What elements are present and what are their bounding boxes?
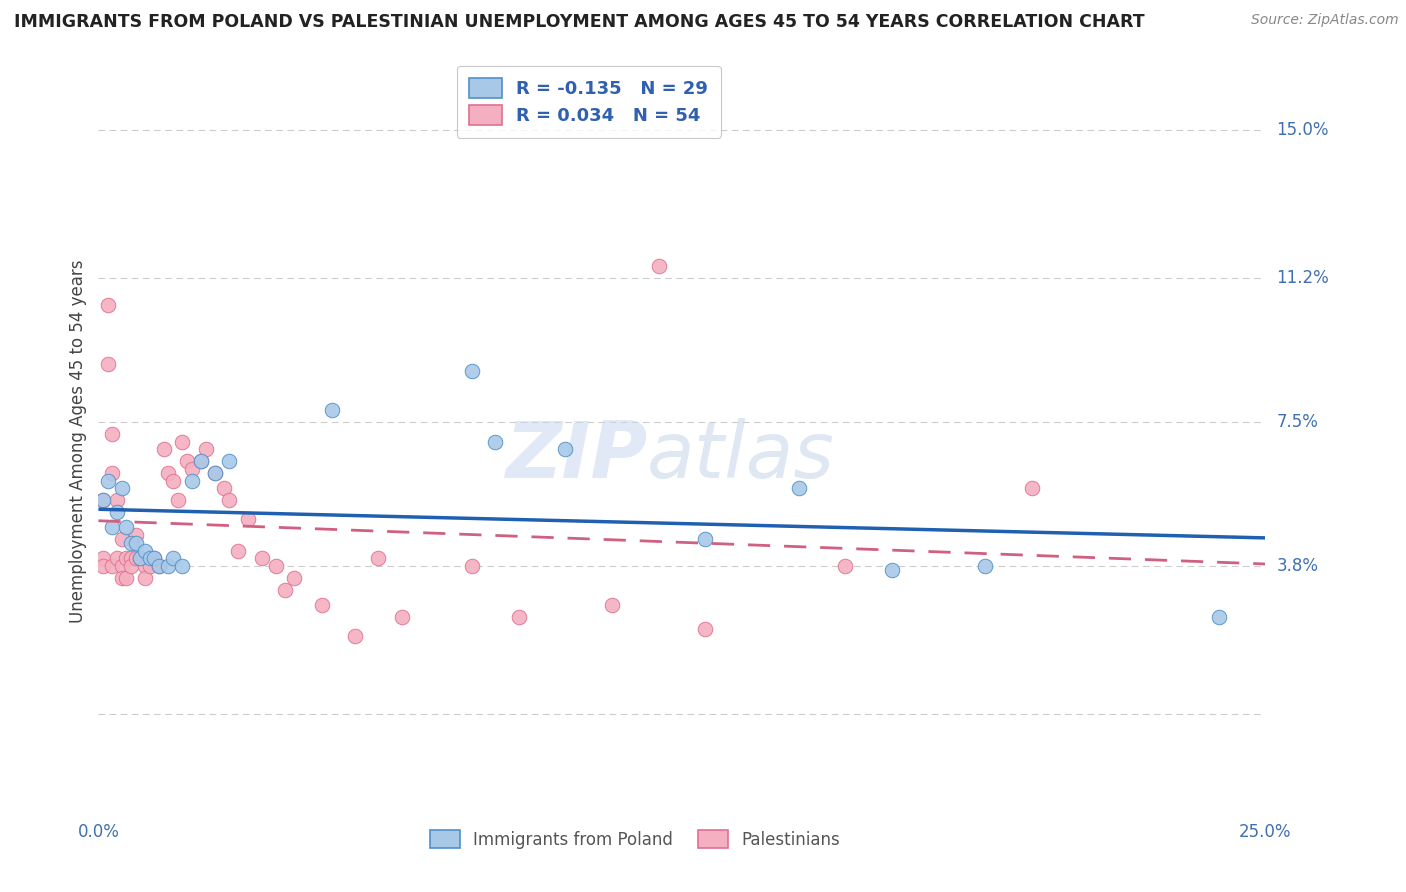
Point [204,466,226,480]
Point [101,559,124,574]
Point [250,551,273,566]
Point [115,571,138,585]
Text: 7.5%: 7.5% [1277,413,1319,431]
Point [125,528,148,542]
Point [508,610,530,624]
Y-axis label: Unemployment Among Ages 45 to 54 years: Unemployment Among Ages 45 to 54 years [69,260,87,624]
Point [190,454,212,468]
Point [461,364,484,378]
Point [274,582,297,597]
Point [787,481,810,495]
Point [695,532,717,546]
Point [91,493,114,508]
Point [974,559,997,574]
Point [228,543,250,558]
Point [172,559,194,574]
Point [97,298,120,312]
Point [129,551,152,566]
Point [600,598,623,612]
Point [214,481,236,495]
Text: 3.8%: 3.8% [1277,558,1319,575]
Point [134,571,156,585]
Point [105,505,128,519]
Point [157,559,180,574]
Point [143,551,166,566]
Point [139,559,162,574]
Point [218,493,240,508]
Text: 11.2%: 11.2% [1277,268,1329,287]
Point [125,551,148,566]
Point [484,434,506,449]
Point [120,559,142,574]
Point [172,434,194,449]
Point [695,622,717,636]
Point [134,543,156,558]
Point [180,474,202,488]
Point [101,466,124,480]
Point [190,454,212,468]
Point [101,426,124,441]
Point [152,442,174,457]
Point [134,559,156,574]
Point [148,559,170,574]
Text: Source: ZipAtlas.com: Source: ZipAtlas.com [1251,13,1399,28]
Point [367,551,389,566]
Point [311,598,333,612]
Point [125,536,148,550]
Point [143,551,166,566]
Point [204,466,226,480]
Text: 15.0%: 15.0% [1277,120,1329,139]
Point [105,551,128,566]
Point [91,493,114,508]
Point [115,520,138,534]
Point [218,454,240,468]
Point [120,536,142,550]
Point [162,551,184,566]
Point [111,532,134,546]
Point [91,559,114,574]
Point [321,403,343,417]
Point [148,559,170,574]
Point [344,629,367,643]
Point [176,454,198,468]
Text: IMMIGRANTS FROM POLAND VS PALESTINIAN UNEMPLOYMENT AMONG AGES 45 TO 54 YEARS COR: IMMIGRANTS FROM POLAND VS PALESTINIAN UN… [14,13,1144,31]
Point [97,357,120,371]
Point [554,442,576,457]
Point [880,563,903,577]
Point [111,571,134,585]
Legend: Immigrants from Poland, Palestinians: Immigrants from Poland, Palestinians [423,823,846,855]
Point [157,466,180,480]
Point [111,481,134,495]
Point [461,559,484,574]
Point [1021,481,1043,495]
Point [111,559,134,574]
Point [194,442,217,457]
Text: ZIP: ZIP [505,418,647,494]
Point [180,462,202,476]
Point [129,551,152,566]
Point [97,474,120,488]
Point [834,559,856,574]
Point [162,474,184,488]
Point [101,520,124,534]
Point [166,493,188,508]
Point [236,512,259,526]
Point [115,551,138,566]
Point [139,551,162,566]
Point [391,610,413,624]
Point [91,551,114,566]
Point [1208,610,1230,624]
Point [264,559,287,574]
Point [283,571,305,585]
Point [105,493,128,508]
Point [647,259,669,273]
Point [120,551,142,566]
Text: atlas: atlas [647,418,835,494]
